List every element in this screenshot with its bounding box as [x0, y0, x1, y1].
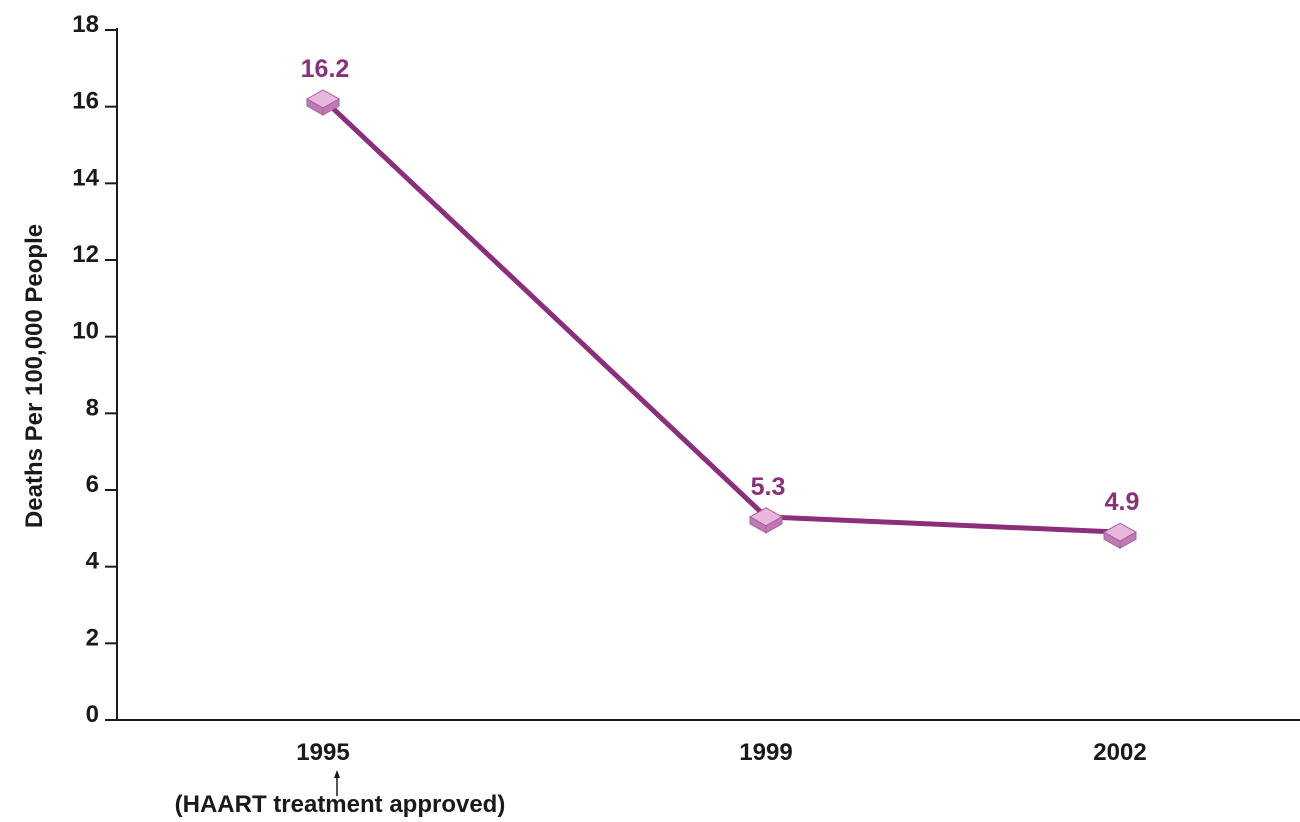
- y-tick-label: 18: [72, 11, 99, 38]
- data-point-marker: [748, 507, 784, 534]
- y-tick-label: 12: [72, 241, 99, 268]
- annotation-arrowhead: [334, 770, 340, 778]
- axes: [116, 28, 1300, 721]
- x-tick-label: 1995: [296, 739, 349, 766]
- data-labels: 16.2 5.3 4.9: [301, 55, 1140, 516]
- y-tick-label: 4: [86, 548, 100, 575]
- data-point-marker: [1102, 522, 1138, 550]
- y-tick-label: 16: [72, 88, 99, 115]
- x-tick-label: 2002: [1093, 739, 1146, 766]
- data-point-marker: [305, 89, 341, 116]
- annotation: (HAART treatment approved): [175, 770, 506, 818]
- x-tick-label: 1999: [739, 739, 792, 766]
- data-label: 5.3: [751, 473, 786, 501]
- x-axis-ticks: 1995 1999 2002: [296, 739, 1146, 766]
- y-tick-label: 0: [86, 701, 99, 728]
- y-tick-label: 6: [86, 471, 99, 498]
- series-lines: [321, 97, 1121, 535]
- y-tick-label: 2: [86, 624, 99, 651]
- y-tick-label: 8: [86, 394, 99, 421]
- y-tick-label: 10: [72, 318, 99, 345]
- y-axis-label: Deaths Per 100,000 People: [21, 224, 48, 528]
- annotation-text: (HAART treatment approved): [175, 791, 506, 818]
- data-label: 4.9: [1105, 488, 1140, 516]
- y-axis-ticks: 0 2 4 6 8 10 12 14 16 18: [72, 11, 117, 728]
- series-markers: [305, 89, 1138, 550]
- data-label: 16.2: [301, 55, 350, 83]
- y-tick-label: 14: [72, 164, 99, 191]
- series-line: [321, 97, 1121, 535]
